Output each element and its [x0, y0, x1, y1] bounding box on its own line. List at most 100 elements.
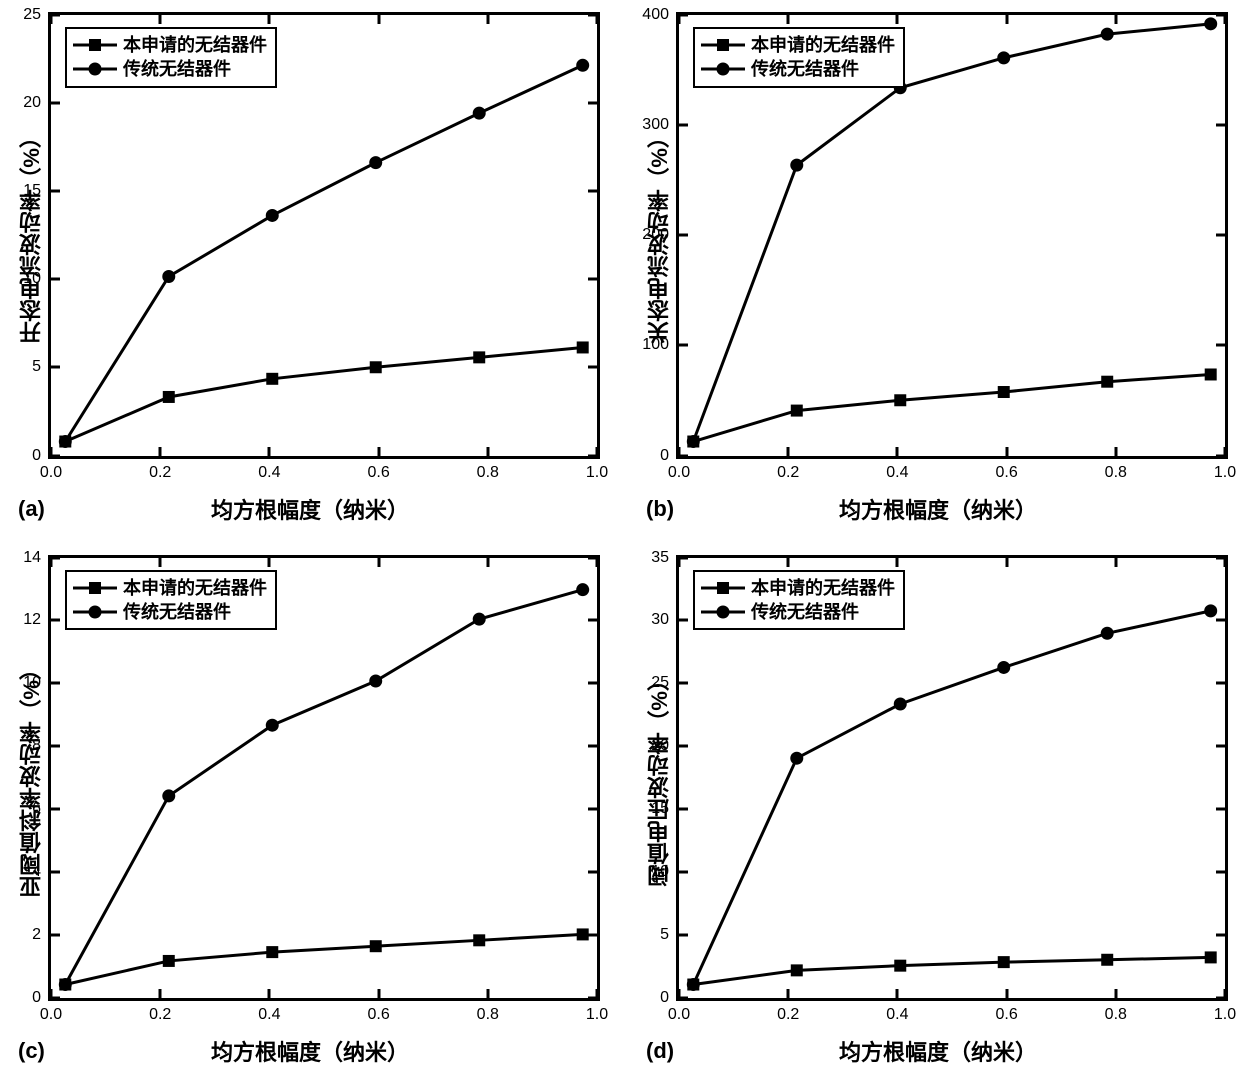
xtick-label: 0.2 — [149, 456, 171, 482]
marker-conventional — [576, 59, 589, 72]
ytick-label: 8 — [32, 737, 51, 755]
legend-d: 本申请的无结器件 传统无结器件 — [693, 570, 905, 631]
marker-conventional — [266, 209, 279, 222]
xtick-label: 0.2 — [777, 456, 799, 482]
marker-proposed — [791, 964, 803, 976]
xlabel-d: 均方根幅度（纳米） — [698, 1035, 1228, 1067]
panel-b: 关态电流波动率（%） 本申请的无结器件 传统无结器件 0100200300400… — [640, 12, 1228, 525]
marker-conventional — [997, 660, 1010, 673]
ytick-label: 30 — [651, 611, 679, 629]
ytick-label: 6 — [32, 800, 51, 818]
ytick-label: 100 — [642, 336, 679, 354]
ytick-label: 10 — [23, 270, 51, 288]
legend-b: 本申请的无结器件 传统无结器件 — [693, 27, 905, 88]
ylabel-c: 亚阈值斜率波动率（%） — [12, 658, 48, 898]
xtick-label: 1.0 — [586, 998, 608, 1024]
plot-wrap-c: 亚阈值斜率波动率（%） 本申请的无结器件 传统无结器件 024681012140… — [12, 555, 600, 1002]
ylabel-d: 阈值电压波动率（%） — [640, 669, 676, 887]
marker-conventional — [997, 51, 1010, 64]
ytick-label: 5 — [32, 358, 51, 376]
legend-label-conventional: 传统无结器件 — [751, 600, 859, 624]
legend-row-conventional: 传统无结器件 — [701, 600, 895, 624]
xlabel-row-b: (b) 均方根幅度（纳米） — [640, 493, 1228, 525]
ylabel-a: 开态电流波动率（%） — [12, 126, 48, 344]
subplot-tag-c: (c) — [18, 1038, 60, 1064]
legend-row-conventional: 传统无结器件 — [73, 57, 267, 81]
xtick-label: 0.4 — [258, 998, 280, 1024]
marker-conventional — [790, 159, 803, 172]
figure-grid: 开态电流波动率（%） 本申请的无结器件 传统无结器件 05101520250.0… — [12, 12, 1228, 1067]
marker-proposed — [370, 940, 382, 952]
ytick-label: 200 — [642, 226, 679, 244]
subplot-tag-a: (a) — [18, 496, 60, 522]
plot-box-c: 本申请的无结器件 传统无结器件 024681012140.00.20.40.60… — [48, 555, 600, 1002]
marker-conventional — [894, 697, 907, 710]
marker-proposed — [1205, 368, 1217, 380]
marker-conventional — [1101, 28, 1114, 41]
marker-proposed — [59, 436, 71, 448]
xtick-label: 0.4 — [886, 456, 908, 482]
subplot-tag-d: (d) — [646, 1038, 688, 1064]
marker-conventional — [162, 270, 175, 283]
subplot-tag-b: (b) — [646, 496, 688, 522]
marker-proposed — [266, 373, 278, 385]
xtick-label: 1.0 — [586, 456, 608, 482]
legend-row-proposed: 本申请的无结器件 — [701, 33, 895, 57]
xlabel-b: 均方根幅度（纳米） — [698, 493, 1228, 525]
xtick-label: 0.0 — [668, 998, 690, 1024]
xtick-label: 0.6 — [995, 456, 1017, 482]
marker-proposed — [1101, 953, 1113, 965]
xlabel-row-d: (d) 均方根幅度（纳米） — [640, 1035, 1228, 1067]
xtick-label: 0.4 — [258, 456, 280, 482]
circle-icon — [73, 604, 117, 620]
marker-proposed — [894, 959, 906, 971]
series-line-conventional — [693, 610, 1210, 984]
series-line-proposed — [65, 347, 582, 441]
square-icon — [701, 37, 745, 53]
marker-proposed — [687, 978, 699, 990]
xtick-label: 0.4 — [886, 998, 908, 1024]
legend-row-proposed: 本申请的无结器件 — [73, 33, 267, 57]
ytick-label: 4 — [32, 863, 51, 881]
series-line-proposed — [65, 934, 582, 984]
legend-c: 本申请的无结器件 传统无结器件 — [65, 570, 277, 631]
legend-a: 本申请的无结器件 传统无结器件 — [65, 27, 277, 88]
plot-wrap-b: 关态电流波动率（%） 本申请的无结器件 传统无结器件 0100200300400… — [640, 12, 1228, 459]
marker-proposed — [370, 361, 382, 373]
circle-icon — [701, 61, 745, 77]
series-line-proposed — [693, 374, 1210, 441]
marker-proposed — [266, 946, 278, 958]
ytick-label: 300 — [642, 116, 679, 134]
xtick-label: 0.6 — [367, 456, 389, 482]
xtick-label: 0.0 — [668, 456, 690, 482]
xlabel-c: 均方根幅度（纳米） — [70, 1035, 600, 1067]
square-icon — [701, 580, 745, 596]
legend-row-proposed: 本申请的无结器件 — [701, 576, 895, 600]
marker-proposed — [473, 934, 485, 946]
marker-conventional — [576, 583, 589, 596]
panel-d: 阈值电压波动率（%） 本申请的无结器件 传统无结器件 0510152025303… — [640, 555, 1228, 1068]
ytick-label: 25 — [651, 674, 679, 692]
legend-row-proposed: 本申请的无结器件 — [73, 576, 267, 600]
marker-conventional — [266, 718, 279, 731]
plot-box-d: 本申请的无结器件 传统无结器件 051015202530350.00.20.40… — [676, 555, 1228, 1002]
legend-label-conventional: 传统无结器件 — [123, 600, 231, 624]
xtick-label: 0.8 — [1105, 456, 1127, 482]
xlabel-row-c: (c) 均方根幅度（纳米） — [12, 1035, 600, 1067]
marker-proposed — [59, 978, 71, 990]
square-icon — [73, 580, 117, 596]
series-line-proposed — [693, 957, 1210, 984]
series-line-conventional — [65, 65, 582, 441]
xtick-label: 0.6 — [995, 998, 1017, 1024]
marker-proposed — [894, 394, 906, 406]
panel-c: 亚阈值斜率波动率（%） 本申请的无结器件 传统无结器件 024681012140… — [12, 555, 600, 1068]
xtick-label: 0.2 — [149, 998, 171, 1024]
marker-proposed — [687, 436, 699, 448]
ytick-label: 25 — [23, 6, 51, 24]
ytick-label: 10 — [651, 863, 679, 881]
plot-box-a: 本申请的无结器件 传统无结器件 05101520250.00.20.40.60.… — [48, 12, 600, 459]
ytick-label: 15 — [651, 800, 679, 818]
ytick-label: 15 — [23, 182, 51, 200]
xlabel-a: 均方根幅度（纳米） — [70, 493, 600, 525]
series-line-conventional — [65, 589, 582, 984]
